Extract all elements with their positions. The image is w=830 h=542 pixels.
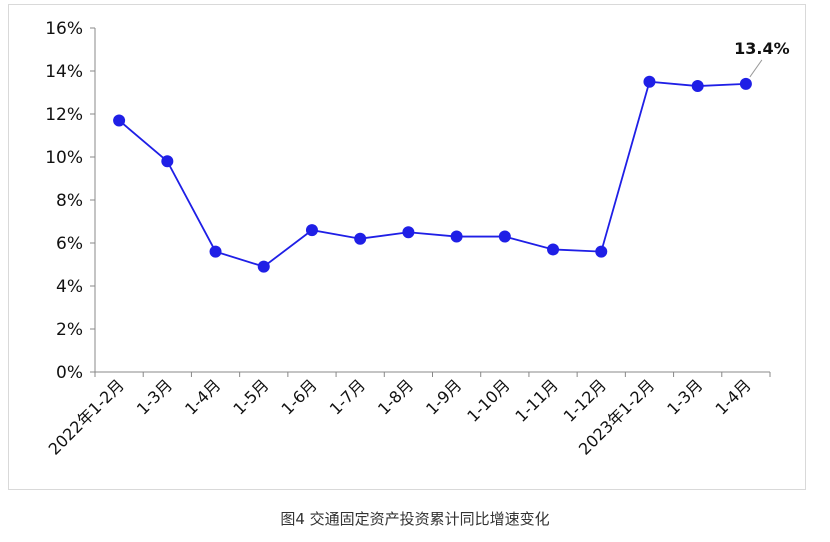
y-tick-label: 14%: [45, 62, 83, 82]
annotations: 13.4%: [734, 39, 790, 78]
data-point: [739, 77, 752, 90]
x-tick-label: 1-8月: [374, 375, 417, 418]
data-point: [354, 232, 367, 245]
y-tick-label: 8%: [56, 191, 83, 211]
series-group: [113, 75, 752, 273]
data-point: [498, 230, 511, 243]
data-point: [643, 75, 656, 88]
figure-caption: 图4 交通固定资产投资累计同比增速变化: [280, 510, 550, 528]
y-tick-label: 2%: [56, 320, 83, 340]
data-point: [547, 243, 560, 256]
x-tick-label: 1-5月: [229, 375, 272, 418]
y-tick-label: 16%: [45, 19, 83, 39]
data-point: [595, 245, 608, 258]
data-point: [161, 155, 174, 168]
y-tick-label: 4%: [56, 277, 83, 297]
chart-frame: [8, 4, 806, 490]
y-tick-labels: 0% 2% 4% 6% 8% 10% 12% 14% 16%: [45, 19, 83, 383]
data-point: [450, 230, 463, 243]
x-tick-label: 2022年1-2月: [45, 375, 128, 458]
data-point: [305, 224, 318, 237]
y-tick-label: 10%: [45, 148, 83, 168]
x-tick-labels: 2022年1-2月 1-3月 1-4月 1-5月 1-6月 1-7月 1-8月 1-9月1-1…: [45, 375, 755, 458]
axes: [90, 27, 771, 377]
x-tick-label: 1-4月: [711, 375, 754, 418]
data-point: [402, 226, 415, 239]
x-tick-label: 1-7月: [326, 375, 369, 418]
x-tick-label: 1-4月: [181, 375, 224, 418]
callout-label: 13.4%: [734, 39, 790, 58]
data-point: [691, 80, 704, 93]
series-line: [118, 80, 746, 268]
x-tick-label: 1-9月: [422, 375, 465, 418]
data-point: [209, 245, 222, 258]
x-tick-label: 1-11月: [511, 375, 561, 425]
callout-leader: [749, 59, 763, 78]
y-tick-label: 6%: [56, 234, 83, 254]
data-point: [113, 114, 126, 127]
x-tick-label: 1-6月: [278, 375, 321, 418]
y-tick-label: 0%: [56, 363, 83, 383]
data-point: [257, 260, 270, 273]
y-tick-label: 12%: [45, 105, 83, 125]
x-tick-label: 1-3月: [133, 375, 176, 418]
line-chart: 0%2%4%6%8%10%12%14%16% 2022年1-2月 1-3月 1-4月…: [45, 19, 790, 459]
x-tick-label: 1-10月: [463, 375, 513, 425]
x-tick-label: 1-3月: [663, 375, 706, 418]
